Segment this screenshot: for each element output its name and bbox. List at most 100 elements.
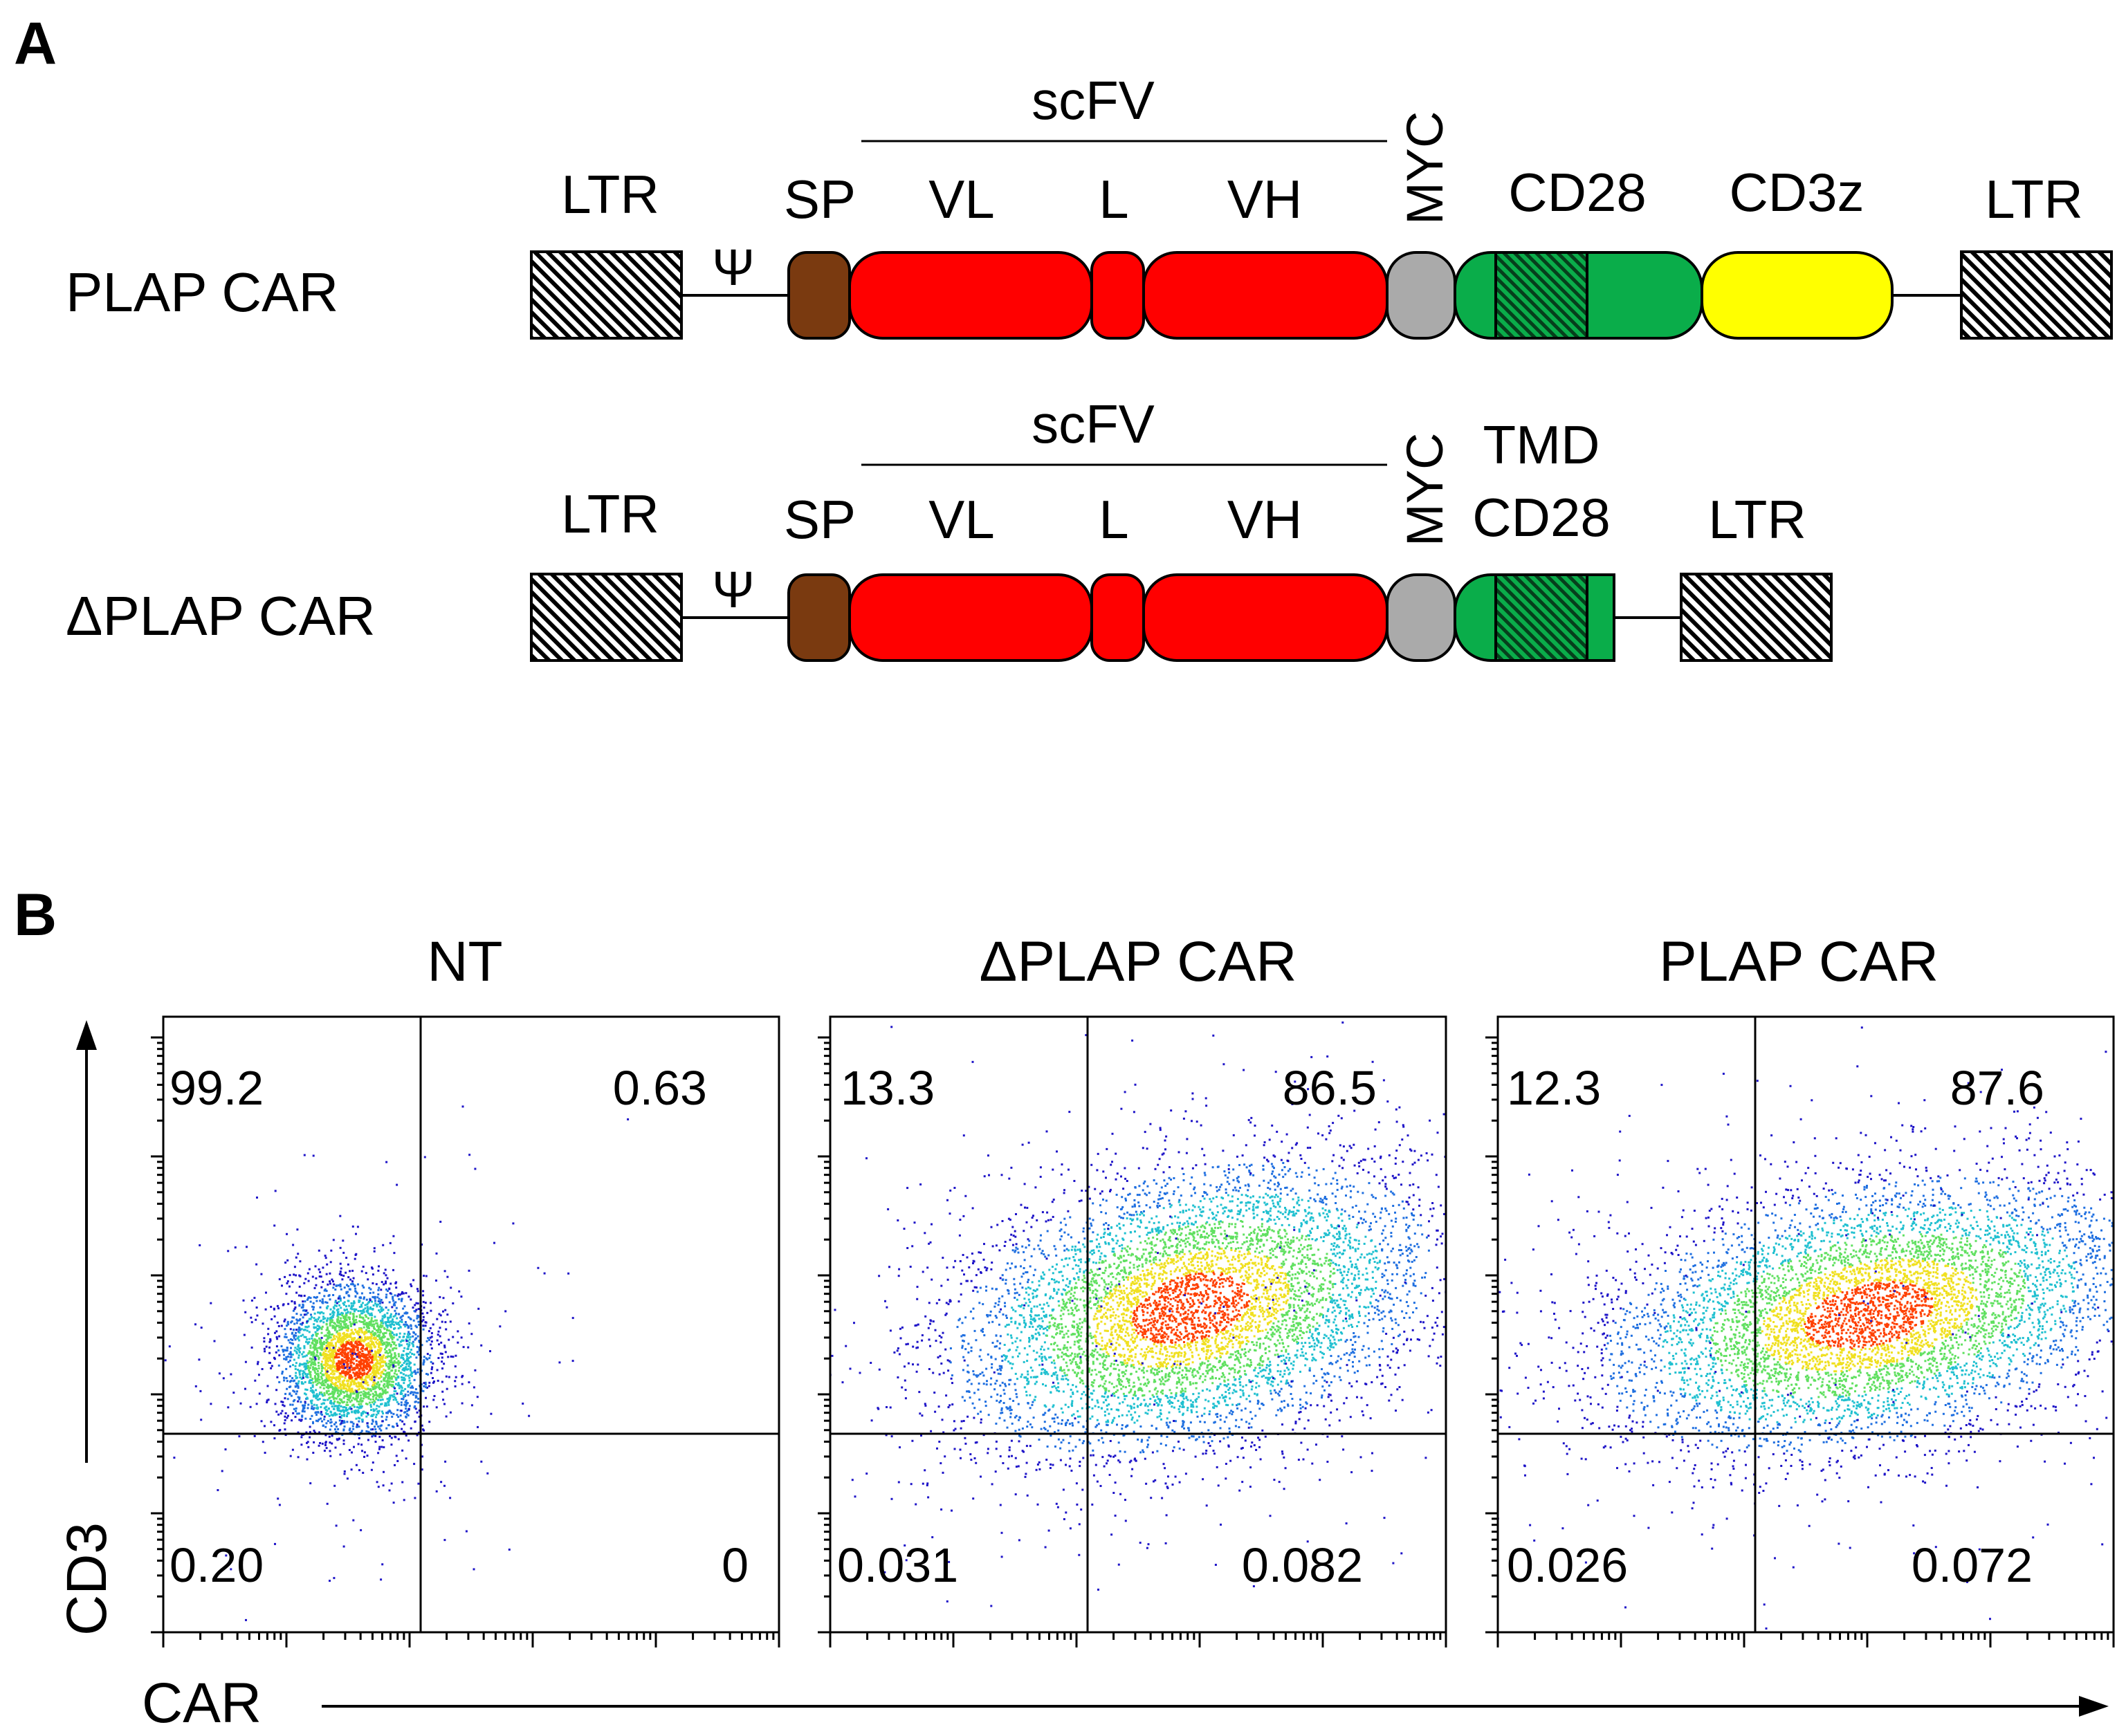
event-dot: [913, 1221, 916, 1224]
event-dot: [1073, 1180, 1076, 1182]
event-dot: [430, 1360, 432, 1363]
event-dot: [353, 1345, 356, 1347]
event-dot: [995, 1440, 998, 1443]
event-dot: [984, 1401, 987, 1403]
event-dot: [1266, 1158, 1268, 1161]
event-dot: [321, 1442, 324, 1445]
event-dot: [333, 1402, 336, 1405]
event-dot: [396, 1317, 398, 1320]
event-dot: [315, 1407, 318, 1410]
event-dot: [369, 1313, 372, 1316]
event-dot: [443, 1363, 446, 1365]
event-dot: [1409, 1316, 1411, 1319]
event-dot: [961, 1347, 964, 1349]
event-dot: [366, 1306, 369, 1309]
event-dot: [1186, 1138, 1189, 1141]
event-dot: [1362, 1168, 1364, 1171]
quadrant-upper-left-value: 99.2: [169, 1061, 264, 1115]
event-dot: [1409, 1252, 1411, 1255]
event-dot: [1144, 1131, 1146, 1134]
event-dot: [1146, 1439, 1149, 1441]
event-dot: [297, 1369, 300, 1371]
event-dot: [306, 1374, 309, 1377]
event-dot: [336, 1311, 339, 1314]
event-dot: [1457, 1266, 1459, 1268]
event-dot: [304, 1417, 307, 1420]
event-dot: [343, 1414, 346, 1417]
event-dot: [1227, 1436, 1229, 1439]
event-dot: [972, 1307, 975, 1310]
event-dot: [1352, 1365, 1354, 1368]
event-dot: [942, 1471, 944, 1474]
event-dot: [973, 1373, 975, 1376]
event-dot: [1391, 1174, 1394, 1177]
event-dot: [319, 1327, 322, 1329]
event-dot: [388, 1396, 391, 1399]
event-dot: [1412, 1218, 1415, 1221]
event-dot: [276, 1338, 279, 1340]
event-dot: [912, 1363, 914, 1366]
event-dot: [372, 1273, 374, 1276]
event-dot: [341, 1375, 344, 1378]
event-dot: [449, 1411, 452, 1414]
event-dot: [298, 1419, 301, 1421]
event-dot: [1255, 1448, 1258, 1451]
event-dot: [345, 1395, 348, 1398]
event-dot: [416, 1290, 419, 1293]
event-dot: [275, 1345, 278, 1348]
event-dot: [897, 1481, 900, 1484]
event-dot: [365, 1315, 367, 1318]
event-dot: [1023, 1230, 1025, 1232]
event-dot: [940, 1336, 943, 1339]
event-dot: [310, 1387, 312, 1389]
event-dot: [375, 1407, 378, 1410]
event-dot: [369, 1288, 372, 1291]
event-dot: [356, 1371, 358, 1374]
event-dot: [1490, 1363, 1492, 1365]
event-dot: [966, 1256, 969, 1259]
event-dot: [351, 1387, 354, 1390]
event-dot: [382, 1484, 385, 1487]
event-dot: [325, 1447, 328, 1450]
event-dot: [1026, 1494, 1029, 1497]
event-dot: [426, 1353, 429, 1356]
event-dot: [309, 1318, 312, 1320]
event-dot: [351, 1381, 354, 1383]
event-dot: [264, 1452, 266, 1454]
event-dot: [369, 1343, 372, 1346]
event-dot: [1251, 1417, 1254, 1420]
event-dot: [315, 1300, 318, 1302]
event-dot: [310, 1401, 313, 1404]
event-dot: [1216, 1466, 1218, 1468]
event-dot: [1106, 1147, 1108, 1150]
event-dot: [972, 1370, 975, 1373]
event-dot: [366, 1425, 369, 1428]
event-dot: [360, 1305, 363, 1308]
event-dot: [859, 1372, 861, 1374]
event-dot: [331, 1367, 333, 1369]
event-dot: [351, 1349, 354, 1351]
event-dot: [318, 1381, 320, 1384]
event-dot: [275, 1351, 277, 1354]
event-dot: [1001, 1412, 1004, 1414]
event-dot: [338, 1401, 341, 1404]
event-dot: [387, 1318, 390, 1321]
event-dot: [349, 1374, 351, 1376]
event-dot: [455, 1376, 457, 1378]
event-dot: [293, 1407, 295, 1410]
event-dot: [1023, 1259, 1026, 1262]
event-dot: [347, 1363, 349, 1365]
event-dot: [377, 1377, 380, 1380]
event-dot: [345, 1408, 347, 1410]
event-dot: [1390, 1190, 1393, 1193]
event-dot: [311, 1402, 313, 1405]
event-dot: [893, 1351, 896, 1354]
event-dot: [924, 1315, 927, 1318]
event-dot: [1287, 1152, 1290, 1154]
event-dot: [345, 1390, 347, 1393]
event-dot: [1398, 1144, 1401, 1147]
event-dot: [1456, 1242, 1458, 1244]
event-dot: [375, 1431, 378, 1434]
event-dot: [1412, 1183, 1415, 1185]
event-dot: [304, 1404, 306, 1407]
